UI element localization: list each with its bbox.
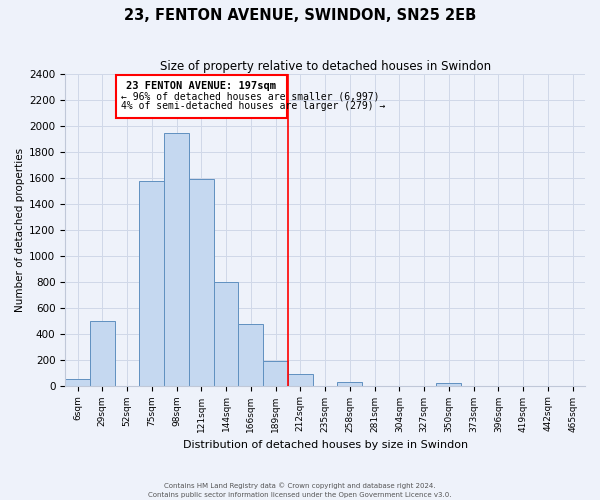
Text: 4% of semi-detached houses are larger (279) →: 4% of semi-detached houses are larger (2… <box>121 102 385 112</box>
Bar <box>90 320 115 386</box>
Y-axis label: Number of detached properties: Number of detached properties <box>15 148 25 312</box>
FancyBboxPatch shape <box>116 75 287 118</box>
X-axis label: Distribution of detached houses by size in Swindon: Distribution of detached houses by size … <box>182 440 467 450</box>
Bar <box>337 382 362 386</box>
Text: ← 96% of detached houses are smaller (6,997): ← 96% of detached houses are smaller (6,… <box>121 92 379 102</box>
Bar <box>189 180 214 386</box>
Bar <box>238 324 263 386</box>
Bar <box>65 379 90 386</box>
Bar <box>164 132 189 386</box>
Bar <box>139 181 164 386</box>
Bar <box>263 361 288 386</box>
Bar <box>436 383 461 386</box>
Bar <box>288 374 313 386</box>
Text: 23 FENTON AVENUE: 197sqm: 23 FENTON AVENUE: 197sqm <box>126 82 276 92</box>
Bar <box>214 282 238 386</box>
Text: 23, FENTON AVENUE, SWINDON, SN25 2EB: 23, FENTON AVENUE, SWINDON, SN25 2EB <box>124 8 476 22</box>
Text: Contains HM Land Registry data © Crown copyright and database right 2024.
Contai: Contains HM Land Registry data © Crown c… <box>148 482 452 498</box>
Title: Size of property relative to detached houses in Swindon: Size of property relative to detached ho… <box>160 60 491 73</box>
